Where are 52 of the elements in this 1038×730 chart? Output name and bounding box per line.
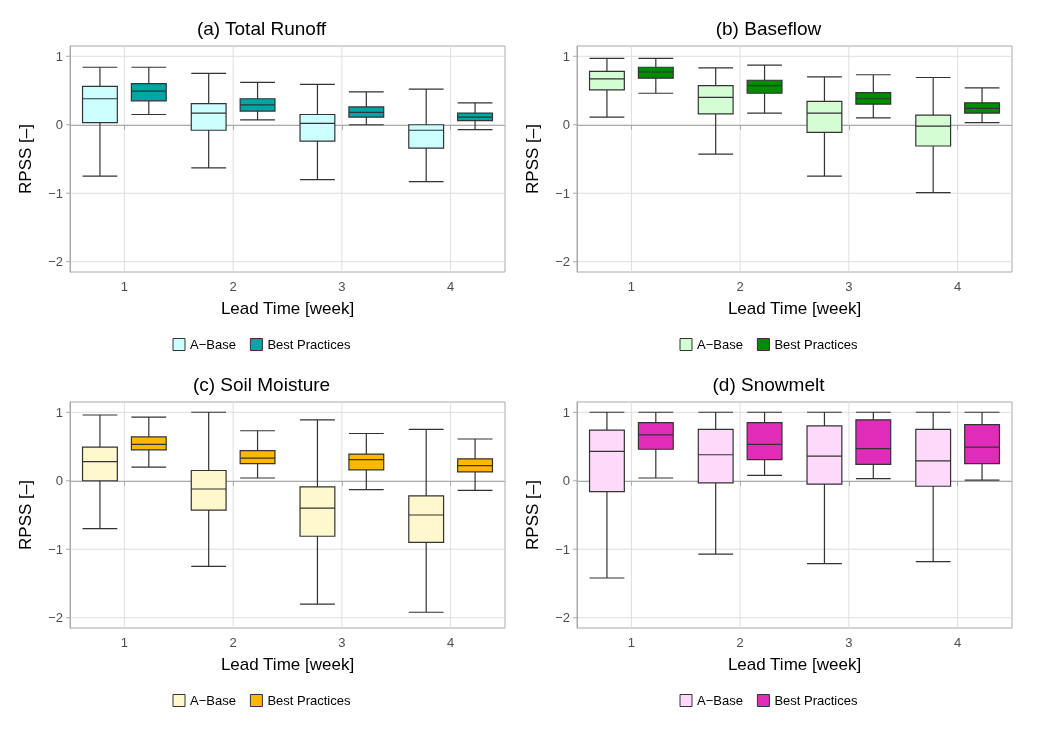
x-tick-label: 4 (447, 279, 455, 294)
chart-title: (d) Snowmelt (712, 374, 826, 395)
legend-label: Best Practices (267, 337, 351, 352)
x-tick-label: 2 (736, 279, 744, 294)
y-tick-label: 0 (55, 473, 63, 489)
x-tick-label: 2 (736, 635, 744, 650)
legend-label: A−Base (697, 693, 743, 708)
y-tick-label: −1 (48, 541, 63, 557)
chart-title: (a) Total Runoff (196, 18, 327, 39)
y-tick-label: 0 (562, 117, 570, 133)
legend-label: Best Practices (774, 693, 858, 708)
y-axis-title: RPSS [–] (523, 124, 542, 194)
y-tick-label: −2 (48, 254, 63, 270)
x-tick-label: 3 (338, 635, 346, 650)
legend-label: A−Base (697, 337, 743, 352)
y-tick-label: 1 (562, 48, 570, 64)
x-tick-label: 3 (845, 279, 853, 294)
y-tick-label: 1 (55, 48, 63, 64)
x-tick-label: 3 (845, 635, 853, 650)
y-tick-label: 1 (562, 404, 570, 420)
legend-label: Best Practices (267, 693, 351, 708)
x-tick-label: 2 (229, 279, 237, 294)
x-tick-label: 3 (338, 279, 346, 294)
legend-label: A−Base (190, 337, 236, 352)
x-tick-label: 1 (627, 279, 635, 294)
chart-title: (b) Baseflow (715, 18, 822, 39)
legend-label: Best Practices (774, 337, 858, 352)
x-axis-title: Lead Time [week] (220, 299, 355, 318)
legend-label: A−Base (190, 693, 236, 708)
y-axis-title: RPSS [–] (16, 124, 35, 194)
x-tick-label: 4 (954, 635, 962, 650)
x-tick-label: 4 (447, 635, 455, 650)
x-axis-title: Lead Time [week] (727, 655, 862, 674)
y-tick-label: −1 (555, 541, 570, 557)
y-tick-label: −1 (48, 185, 63, 201)
x-axis-title: Lead Time [week] (220, 655, 355, 674)
x-tick-label: 2 (229, 635, 237, 650)
y-tick-label: 0 (55, 117, 63, 133)
x-tick-label: 1 (120, 635, 128, 650)
y-tick-label: −1 (555, 185, 570, 201)
y-axis-title: RPSS [–] (523, 480, 542, 550)
x-axis-title: Lead Time [week] (727, 299, 862, 318)
y-tick-label: −2 (48, 610, 63, 626)
chart-title: (c) Soil Moisture (192, 374, 331, 395)
y-tick-label: 1 (55, 404, 63, 420)
x-tick-label: 4 (954, 279, 962, 294)
y-axis-title: RPSS [–] (16, 480, 35, 550)
y-tick-label: 0 (562, 473, 570, 489)
y-tick-label: −2 (555, 610, 570, 626)
y-tick-label: −2 (555, 254, 570, 270)
x-tick-label: 1 (627, 635, 635, 650)
x-tick-label: 1 (120, 279, 128, 294)
